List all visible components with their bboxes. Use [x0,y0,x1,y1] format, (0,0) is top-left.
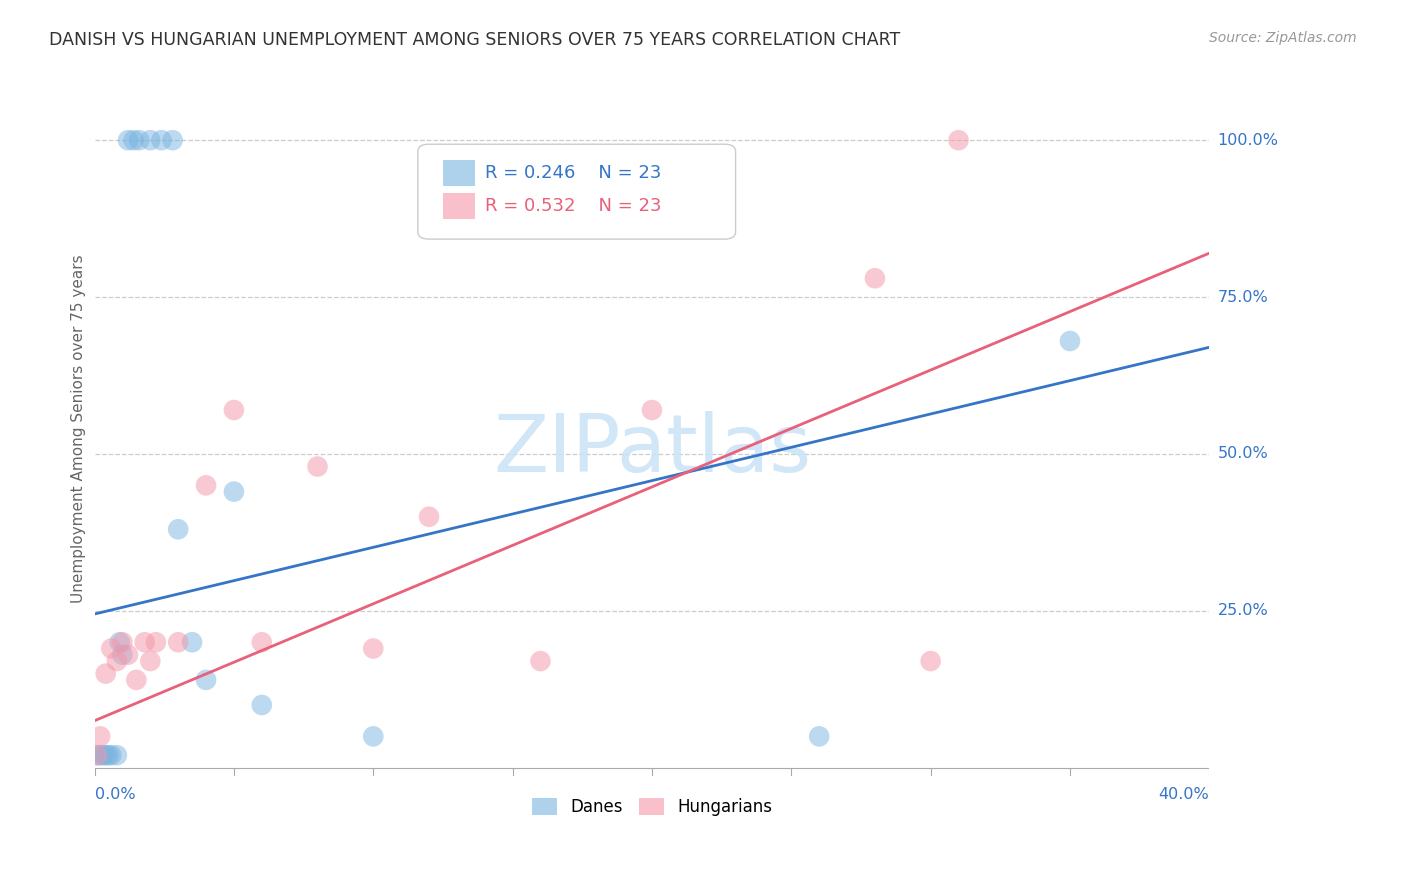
Text: 75.0%: 75.0% [1218,290,1268,304]
FancyBboxPatch shape [443,160,475,186]
Point [948,133,970,147]
Point [145,635,167,649]
Point [641,403,664,417]
Point [86,748,108,763]
Point [100,748,122,763]
Point [863,271,886,285]
Text: 0.0%: 0.0% [94,787,135,802]
Point [111,635,134,649]
Point [134,635,156,649]
Point [808,730,831,744]
Point [418,509,440,524]
Point [89,730,111,744]
Text: R = 0.532    N = 23: R = 0.532 N = 23 [485,197,661,215]
Text: ZIPatlas: ZIPatlas [494,411,811,489]
Text: R = 0.246    N = 23: R = 0.246 N = 23 [485,164,661,182]
Point [128,133,150,147]
Point [167,522,190,536]
Point [111,648,134,662]
Point [222,403,245,417]
FancyBboxPatch shape [418,145,735,239]
Point [920,654,942,668]
Text: Source: ZipAtlas.com: Source: ZipAtlas.com [1209,31,1357,45]
Point [122,133,145,147]
Text: 40.0%: 40.0% [1159,787,1209,802]
Point [361,730,384,744]
Point [250,635,273,649]
Text: 100.0%: 100.0% [1218,133,1278,148]
Point [195,478,218,492]
Point [125,673,148,687]
Point [162,133,184,147]
Point [1059,334,1081,348]
Point [139,654,162,668]
Point [150,133,173,147]
Y-axis label: Unemployment Among Seniors over 75 years: Unemployment Among Seniors over 75 years [72,254,86,603]
Point [91,748,114,763]
Point [108,635,131,649]
Point [105,748,128,763]
Point [89,748,111,763]
Point [105,654,128,668]
Text: 25.0%: 25.0% [1218,603,1268,618]
Point [100,641,122,656]
Point [117,648,139,662]
Point [181,635,204,649]
Point [97,748,120,763]
Point [167,635,190,649]
FancyBboxPatch shape [443,193,475,219]
Point [139,133,162,147]
Text: 50.0%: 50.0% [1218,447,1268,461]
Point [222,484,245,499]
Legend: Danes, Hungarians: Danes, Hungarians [523,789,780,825]
Point [86,748,108,763]
Point [117,133,139,147]
Point [529,654,551,668]
Text: DANISH VS HUNGARIAN UNEMPLOYMENT AMONG SENIORS OVER 75 YEARS CORRELATION CHART: DANISH VS HUNGARIAN UNEMPLOYMENT AMONG S… [49,31,900,49]
Point [361,641,384,656]
Point [250,698,273,712]
Point [307,459,329,474]
Point [195,673,218,687]
Point [94,748,117,763]
Point [94,666,117,681]
